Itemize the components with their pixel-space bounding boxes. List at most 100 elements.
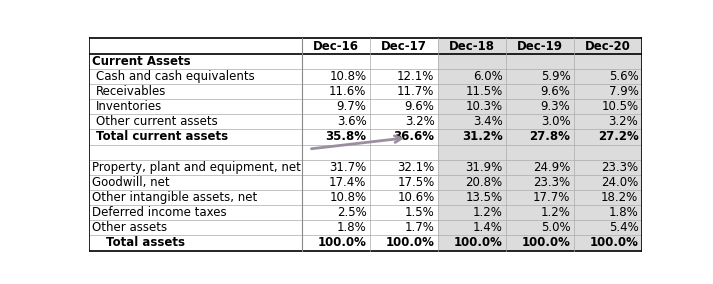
Bar [89, 69, 302, 84]
Bar [438, 190, 506, 205]
Bar [574, 69, 642, 84]
Text: 12.1%: 12.1% [397, 70, 434, 83]
Bar [506, 69, 574, 84]
Text: 2.5%: 2.5% [337, 206, 366, 219]
Text: 23.3%: 23.3% [601, 161, 638, 174]
Bar [89, 114, 302, 130]
Text: Dec-19: Dec-19 [517, 39, 563, 53]
Bar [370, 99, 438, 114]
Text: 100.0%: 100.0% [521, 237, 570, 250]
Text: 100.0%: 100.0% [386, 237, 434, 250]
Bar [506, 38, 574, 54]
Text: Dec-20: Dec-20 [585, 39, 631, 53]
Bar [302, 99, 370, 114]
Text: 3.0%: 3.0% [540, 115, 570, 128]
Bar [302, 114, 370, 130]
Bar [370, 130, 438, 145]
Bar [370, 84, 438, 99]
Bar [370, 235, 438, 250]
Text: 10.3%: 10.3% [466, 100, 503, 113]
Bar [302, 220, 370, 235]
Bar [506, 145, 574, 160]
Text: 11.6%: 11.6% [329, 85, 366, 98]
Text: 24.9%: 24.9% [533, 161, 570, 174]
Text: 7.9%: 7.9% [608, 85, 638, 98]
Bar [574, 175, 642, 190]
Bar [89, 235, 302, 250]
Bar [302, 54, 370, 69]
Bar [302, 190, 370, 205]
Bar [438, 99, 506, 114]
Text: Dec-18: Dec-18 [448, 39, 495, 53]
Bar [89, 145, 302, 160]
Text: 31.2%: 31.2% [462, 130, 503, 143]
Bar [506, 99, 574, 114]
Bar [574, 235, 642, 250]
Bar [370, 205, 438, 220]
Text: 3.6%: 3.6% [337, 115, 366, 128]
Bar [89, 84, 302, 99]
Text: Dec-16: Dec-16 [313, 39, 359, 53]
Text: Receivables: Receivables [96, 85, 166, 98]
Bar [574, 54, 642, 69]
Text: 100.0%: 100.0% [590, 237, 638, 250]
Text: 5.6%: 5.6% [609, 70, 638, 83]
Text: 10.8%: 10.8% [329, 70, 366, 83]
Text: 17.4%: 17.4% [329, 176, 366, 189]
Text: 100.0%: 100.0% [453, 237, 503, 250]
Bar [506, 205, 574, 220]
Text: 5.0%: 5.0% [540, 221, 570, 234]
Bar [89, 99, 302, 114]
Text: 1.8%: 1.8% [337, 221, 366, 234]
Bar [574, 160, 642, 175]
Text: 5.9%: 5.9% [540, 70, 570, 83]
Bar [302, 235, 370, 250]
Bar [438, 54, 506, 69]
Text: Current Assets: Current Assets [92, 55, 190, 68]
Text: 5.4%: 5.4% [609, 221, 638, 234]
Text: 9.7%: 9.7% [337, 100, 366, 113]
Bar [574, 38, 642, 54]
Text: 6.0%: 6.0% [473, 70, 503, 83]
Text: 13.5%: 13.5% [466, 191, 503, 204]
Bar [302, 84, 370, 99]
Text: 17.5%: 17.5% [397, 176, 434, 189]
Text: Goodwill, net: Goodwill, net [92, 176, 170, 189]
Bar [506, 54, 574, 69]
Text: 10.8%: 10.8% [329, 191, 366, 204]
Text: Other assets: Other assets [92, 221, 167, 234]
Bar [370, 145, 438, 160]
Text: 9.3%: 9.3% [540, 100, 570, 113]
Bar [438, 220, 506, 235]
Bar [370, 160, 438, 175]
Bar [506, 160, 574, 175]
Bar [370, 54, 438, 69]
Bar [89, 54, 302, 69]
Bar [370, 175, 438, 190]
Bar [89, 130, 302, 145]
Bar [574, 99, 642, 114]
Text: 3.2%: 3.2% [405, 115, 434, 128]
Bar [370, 38, 438, 54]
Bar [506, 130, 574, 145]
Bar [574, 130, 642, 145]
Bar [302, 205, 370, 220]
Bar [438, 235, 506, 250]
Bar [438, 84, 506, 99]
Bar [438, 160, 506, 175]
Text: Inventories: Inventories [96, 100, 162, 113]
Text: 24.0%: 24.0% [601, 176, 638, 189]
Bar [89, 190, 302, 205]
Text: 1.4%: 1.4% [473, 221, 503, 234]
Bar [302, 130, 370, 145]
Text: 3.4%: 3.4% [473, 115, 503, 128]
Bar [438, 145, 506, 160]
Text: 20.8%: 20.8% [466, 176, 503, 189]
Bar [574, 145, 642, 160]
Text: 27.8%: 27.8% [530, 130, 570, 143]
Text: 17.7%: 17.7% [533, 191, 570, 204]
Bar [370, 114, 438, 130]
Bar [506, 84, 574, 99]
Text: Total current assets: Total current assets [96, 130, 228, 143]
Text: 1.2%: 1.2% [473, 206, 503, 219]
